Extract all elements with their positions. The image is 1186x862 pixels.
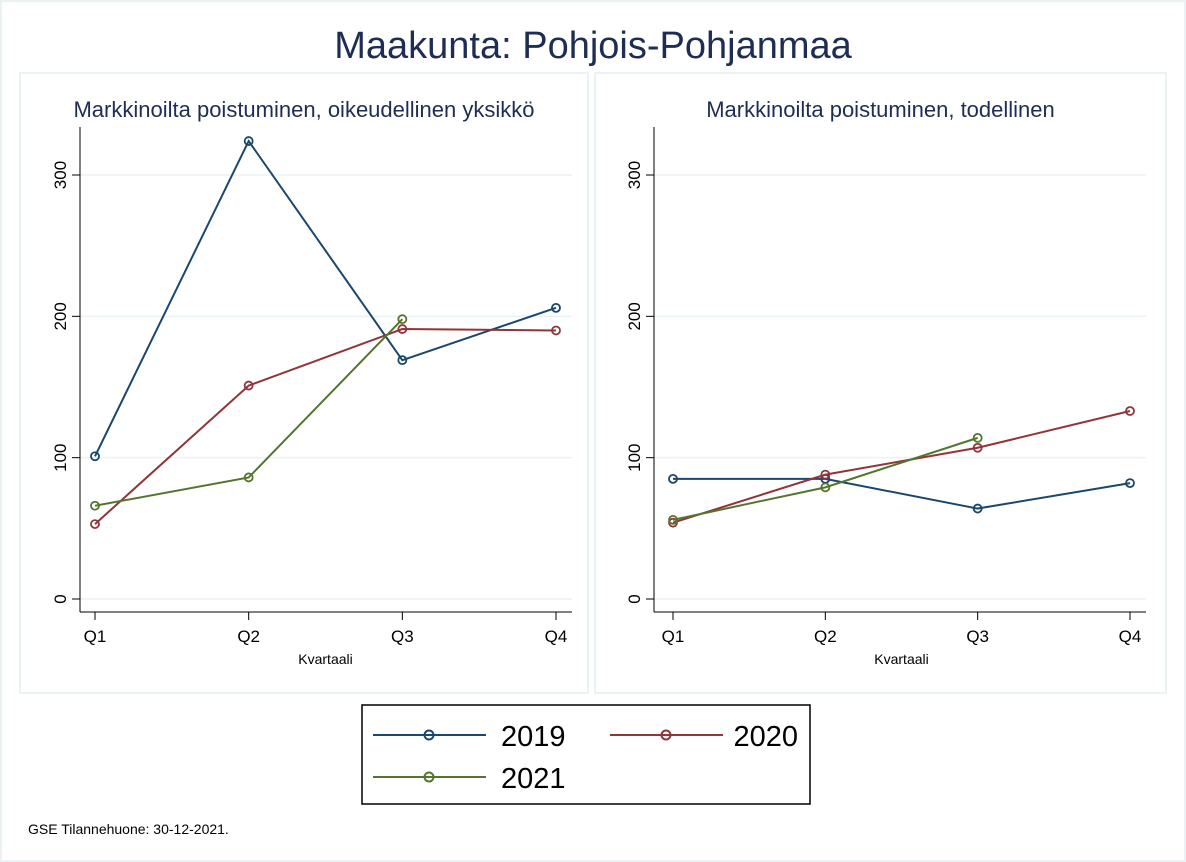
data-point-2019 bbox=[972, 503, 983, 514]
panel-border bbox=[19, 72, 589, 694]
y-tick-label: 0 bbox=[51, 594, 70, 603]
panel-title: Markkinoilta poistuminen, todellinen bbox=[706, 97, 1055, 122]
x-tick-label: Q2 bbox=[237, 627, 260, 646]
data-point-2019 bbox=[90, 451, 100, 462]
data-point-2020 bbox=[397, 324, 408, 334]
legend-marker-2019 bbox=[423, 729, 435, 741]
y-tick-label: 100 bbox=[625, 443, 644, 471]
x-tick-label: Q3 bbox=[391, 627, 414, 646]
data-point-2019 bbox=[551, 302, 561, 313]
x-axis-label: Kvartaali bbox=[298, 651, 352, 667]
series-line-2019 bbox=[94, 139, 557, 457]
legend: 2019 2020 2021 bbox=[361, 704, 811, 805]
series-line-2019 bbox=[673, 477, 1131, 510]
series-line-2021 bbox=[94, 318, 404, 507]
x-tick-label: Q1 bbox=[662, 627, 685, 646]
x-tick-label: Q4 bbox=[1119, 627, 1142, 646]
figure-title: Maakunta: Pohjois-Pohjanmaa bbox=[334, 25, 852, 67]
data-point-2020 bbox=[820, 469, 831, 480]
series-line-2020 bbox=[672, 410, 1131, 524]
data-point-2021 bbox=[397, 314, 408, 325]
data-point-2020 bbox=[243, 380, 254, 391]
legend-marker-2021 bbox=[423, 771, 435, 783]
x-tick-label: Q3 bbox=[966, 627, 989, 646]
legend-box bbox=[361, 704, 811, 805]
y-tick-label: 200 bbox=[51, 302, 70, 330]
y-tick-label: 200 bbox=[625, 302, 644, 330]
y-tick-label: 300 bbox=[51, 161, 70, 189]
data-point-2021 bbox=[90, 500, 100, 511]
data-point-2020 bbox=[551, 325, 561, 336]
x-tick-label: Q2 bbox=[814, 627, 837, 646]
x-axis-label: Kvartaali bbox=[874, 651, 928, 667]
legend-label-2019: 2019 bbox=[501, 721, 566, 753]
data-point-2021 bbox=[820, 482, 831, 493]
series-line-2020 bbox=[94, 328, 557, 525]
y-tick-label: 100 bbox=[51, 443, 70, 471]
footnote: GSE Tilannehuone: 30-12-2021. bbox=[28, 821, 229, 837]
y-tick-label: 0 bbox=[625, 594, 644, 603]
data-point-2019 bbox=[1125, 478, 1135, 489]
panel-1: Markkinoilta poistuminen, oikeudellinen … bbox=[19, 72, 589, 694]
data-point-2020 bbox=[1125, 406, 1135, 416]
panel-2: Markkinoilta poistuminen, todellinen 0 100… bbox=[594, 72, 1167, 694]
data-point-2020 bbox=[90, 519, 100, 529]
data-point-2019 bbox=[397, 355, 408, 366]
x-tick-label: Q4 bbox=[545, 627, 568, 646]
data-point-2019 bbox=[243, 136, 254, 146]
y-tick-label: 300 bbox=[625, 161, 644, 189]
data-point-2021 bbox=[668, 514, 678, 525]
data-point-2021 bbox=[972, 432, 983, 443]
legend-label-2020: 2020 bbox=[733, 721, 798, 753]
series-line-2021 bbox=[672, 436, 978, 521]
x-tick-label: Q1 bbox=[84, 627, 107, 646]
panel-border bbox=[594, 72, 1167, 694]
legend-marker-2020 bbox=[660, 729, 672, 741]
data-point-2019 bbox=[668, 473, 678, 484]
panel-title: Markkinoilta poistuminen, oikeudellinen … bbox=[73, 97, 534, 122]
data-point-2021 bbox=[243, 472, 254, 483]
data-point-2020 bbox=[972, 442, 983, 453]
legend-label-2021: 2021 bbox=[501, 763, 566, 795]
